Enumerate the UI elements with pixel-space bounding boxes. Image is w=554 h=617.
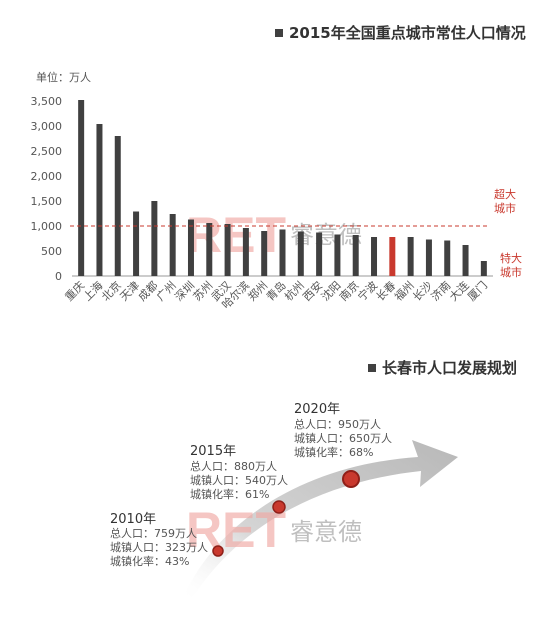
rate-2010: 城镇化率：43% bbox=[110, 554, 189, 568]
population-bar-chart: 2015年全国重点城市常住人口情况 单位：万人 0 500 1,000 1,500 2,… bbox=[31, 24, 526, 311]
bar-18 bbox=[407, 237, 414, 276]
point-2020: 2020年 总人口：950万人 城镇人口：650万人 城镇化率：68% bbox=[294, 402, 392, 488]
y-tick-label: 2,000 bbox=[31, 170, 63, 183]
total-2010: 总人口：759万人 bbox=[110, 526, 197, 540]
bar-15 bbox=[352, 235, 359, 276]
year-2020: 2020年 bbox=[294, 402, 340, 417]
point-2015: 2015年 总人口：880万人 城镇人口：540万人 城镇化率：61% bbox=[190, 444, 288, 514]
lower-label-bottom: 城市 bbox=[500, 265, 522, 279]
watermark-cn: 睿意德 bbox=[290, 518, 362, 546]
rate-2020: 城镇化率：68% bbox=[294, 445, 373, 459]
watermark-ret: RET bbox=[186, 207, 286, 263]
bar-7 bbox=[206, 223, 213, 276]
bar-22 bbox=[480, 261, 487, 276]
watermark-ret: RET bbox=[186, 502, 286, 558]
urban-2015: 城镇人口：540万人 bbox=[190, 473, 288, 487]
y-tick-label: 2,500 bbox=[31, 145, 63, 158]
bar-19 bbox=[425, 239, 432, 276]
total-2020: 总人口：950万人 bbox=[294, 417, 381, 431]
bar-1 bbox=[96, 124, 103, 276]
x-axis-labels: 重庆上海北京天津成都广州深圳苏州武汉哈尔滨郑州青岛杭州西安沈阳南京宁波长春福州长… bbox=[62, 278, 490, 311]
bar-8 bbox=[224, 224, 231, 276]
point-2010: 2010年 总人口：759万人 城镇人口：323万人 城镇化率：43% bbox=[110, 512, 224, 568]
bar-0 bbox=[78, 100, 85, 276]
bar-16 bbox=[371, 237, 378, 276]
x-tick-label: 厦门 bbox=[465, 278, 490, 303]
y-tick-label: 1,000 bbox=[31, 220, 63, 233]
growth-arrow bbox=[183, 440, 458, 602]
chart-title: 2015年全国重点城市常住人口情况 bbox=[289, 24, 526, 42]
bar-12 bbox=[297, 231, 304, 276]
bar-9 bbox=[242, 228, 249, 276]
title-marker-icon bbox=[275, 29, 283, 37]
title-marker-icon bbox=[368, 364, 376, 372]
bar-11 bbox=[279, 229, 286, 276]
y-tick-label: 500 bbox=[41, 245, 62, 258]
bar-14 bbox=[334, 234, 341, 276]
timeline-title: 长春市人口发展规划 bbox=[382, 359, 517, 377]
y-tick-label: 1,500 bbox=[31, 195, 63, 208]
total-2015: 总人口：880万人 bbox=[190, 459, 277, 473]
year-2010: 2010年 bbox=[110, 512, 156, 527]
threshold-label-bottom: 城市 bbox=[494, 201, 516, 215]
y-tick-label: 0 bbox=[55, 270, 62, 283]
bar-20 bbox=[444, 240, 451, 276]
bar-17 bbox=[389, 237, 396, 276]
y-axis: 0 500 1,000 1,500 2,000 2,500 3,000 3,500 bbox=[31, 95, 63, 283]
bar-2 bbox=[114, 136, 121, 276]
rate-2015: 城镇化率：61% bbox=[190, 487, 269, 501]
bar-21 bbox=[462, 245, 469, 276]
year-2015: 2015年 bbox=[190, 444, 236, 459]
bars bbox=[78, 100, 487, 276]
population-plan-timeline: 长春市人口发展规划 RET 睿意德 2010年 总人口：759万人 城镇人口：3… bbox=[110, 359, 517, 602]
y-tick-label: 3,500 bbox=[31, 95, 63, 108]
bar-5 bbox=[169, 214, 176, 276]
threshold-label-top: 超大 bbox=[494, 187, 516, 201]
y-tick-label: 3,000 bbox=[31, 120, 63, 133]
urban-2020: 城镇人口：650万人 bbox=[294, 431, 392, 445]
bar-10 bbox=[261, 231, 268, 276]
bar-6 bbox=[187, 219, 194, 276]
unit-label: 单位：万人 bbox=[36, 70, 91, 84]
urban-2010: 城镇人口：323万人 bbox=[110, 540, 208, 554]
lower-label-top: 特大 bbox=[500, 251, 522, 265]
bar-13 bbox=[316, 232, 323, 276]
bar-4 bbox=[151, 201, 158, 276]
bar-3 bbox=[133, 211, 140, 276]
